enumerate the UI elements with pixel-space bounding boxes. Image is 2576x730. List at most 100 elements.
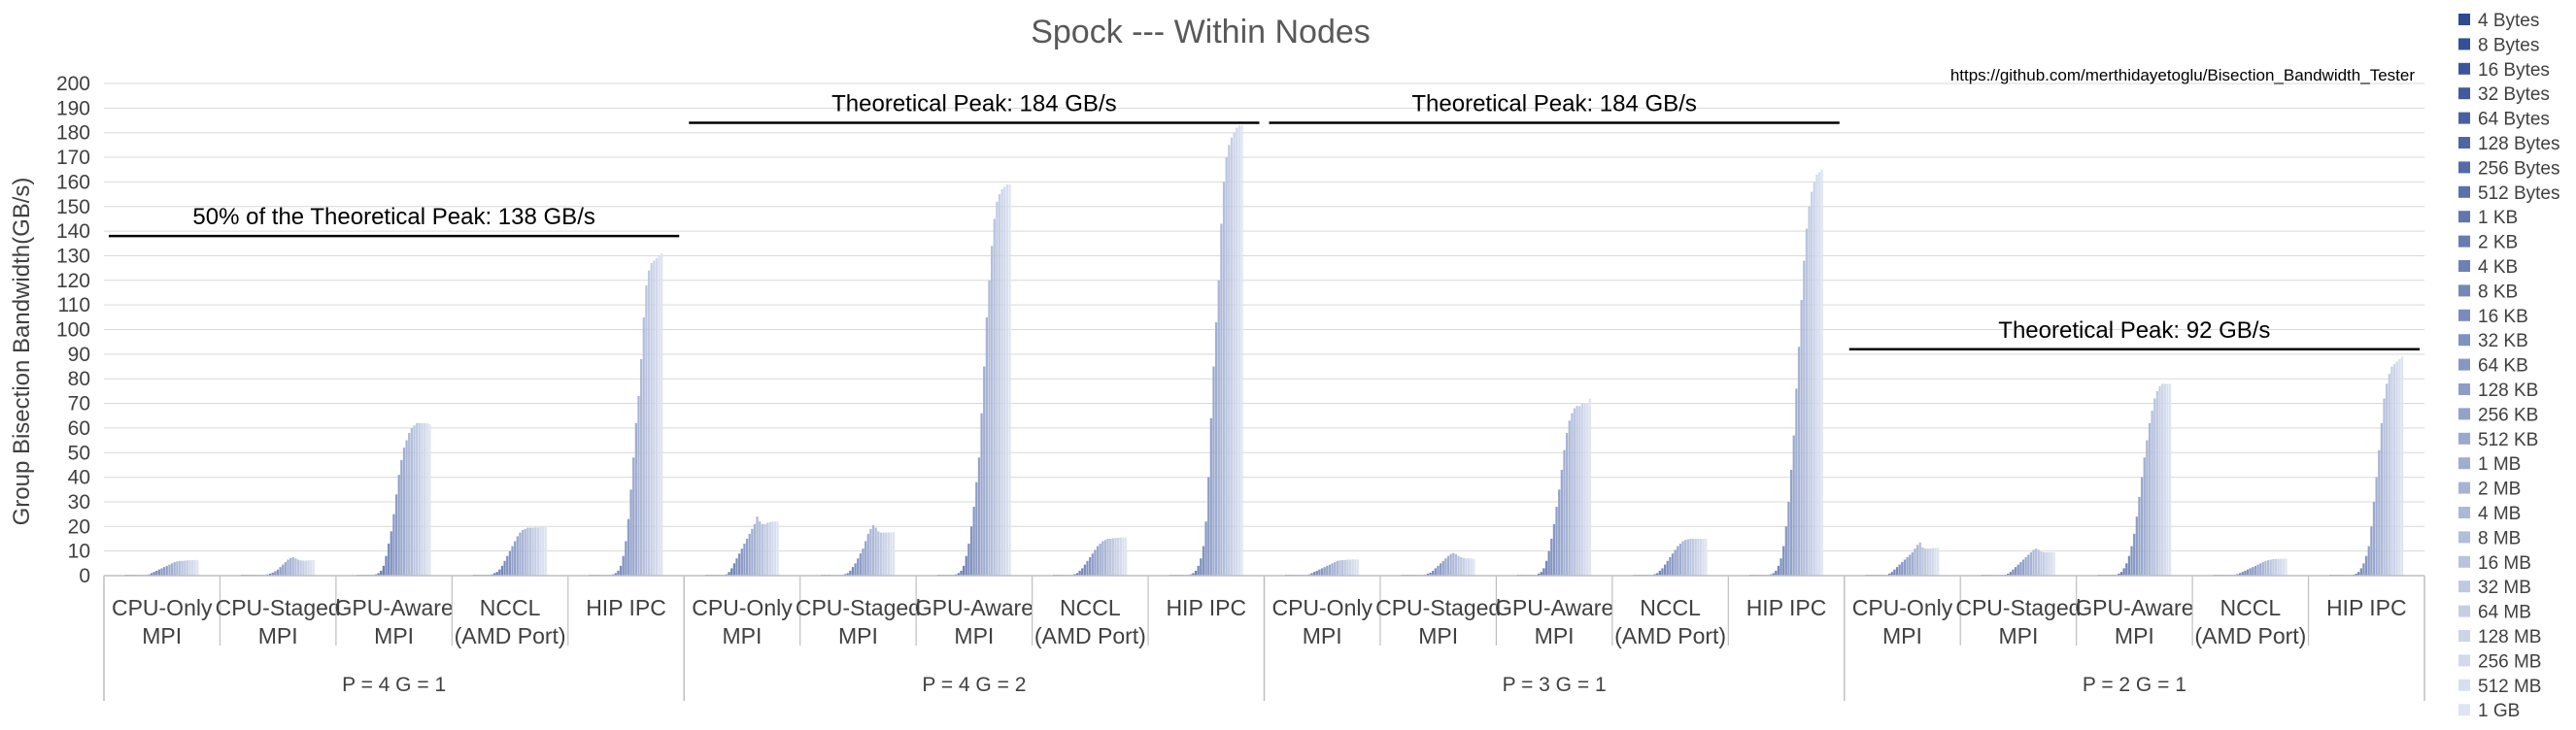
bar <box>2014 567 2017 576</box>
bar <box>1217 280 1220 576</box>
bar <box>1923 548 1927 576</box>
bar <box>2375 477 2378 576</box>
bar <box>1429 572 1432 576</box>
legend-label: 128 Bytes <box>2478 134 2560 154</box>
bar <box>728 572 730 576</box>
bar <box>150 573 153 576</box>
bar <box>1089 556 1092 576</box>
bar <box>291 556 294 576</box>
bar <box>1795 388 1798 576</box>
bar <box>2125 563 2128 576</box>
bar <box>1426 573 1430 576</box>
bar <box>413 425 416 576</box>
bar <box>1348 559 1352 576</box>
category-label: GPU-Aware <box>2075 595 2193 620</box>
bar <box>380 570 383 576</box>
theoretical-peak-label: Theoretical Peak: 92 GB/s <box>1998 317 2270 344</box>
bar <box>2040 551 2043 576</box>
bar <box>382 565 385 576</box>
bar <box>1452 552 1455 576</box>
legend-swatch <box>2458 481 2470 494</box>
bar <box>1820 169 1823 576</box>
legend-swatch <box>2458 531 2470 544</box>
category-label: CPU-Only <box>692 595 793 620</box>
legend-swatch <box>2458 630 2470 642</box>
bar <box>531 527 534 576</box>
bar <box>756 516 759 576</box>
bar <box>2024 556 2027 576</box>
bar <box>1542 568 1545 576</box>
bar <box>168 564 171 576</box>
bar <box>1663 564 1667 576</box>
bar <box>524 528 526 576</box>
bar <box>405 440 408 576</box>
legend-swatch <box>2458 679 2470 691</box>
bar <box>2130 546 2133 576</box>
legend-swatch <box>2458 260 2470 272</box>
bar <box>1008 183 1011 576</box>
bar <box>312 560 315 576</box>
bar <box>1931 548 1935 576</box>
group-label: P = 4 G = 2 <box>922 674 1026 696</box>
bar <box>186 560 189 576</box>
category-label: (AMD Port) <box>1614 623 1726 648</box>
bar <box>1898 564 1901 576</box>
bar <box>2359 568 2362 576</box>
bar <box>1354 559 1357 576</box>
bar <box>1697 538 1700 576</box>
bar <box>1432 570 1435 576</box>
legend-swatch <box>2458 309 2470 321</box>
bar <box>730 568 733 576</box>
bar <box>2029 551 2033 576</box>
bar <box>1439 563 1442 576</box>
bar <box>2398 358 2401 576</box>
legend-swatch <box>2458 457 2470 470</box>
bar <box>2236 574 2239 576</box>
bar <box>882 532 885 576</box>
bar <box>1094 549 1097 576</box>
category-label: NCCL <box>1060 595 1121 620</box>
legend-swatch <box>2458 432 2470 445</box>
bar <box>2166 383 2169 576</box>
bar <box>1901 562 1904 576</box>
bar <box>506 555 509 576</box>
bar <box>1462 557 1465 576</box>
legend-swatch <box>2458 704 2470 716</box>
bar <box>977 457 981 576</box>
bar <box>960 570 963 576</box>
bar <box>627 518 630 576</box>
bar <box>2280 558 2283 576</box>
bar <box>302 560 305 576</box>
bar <box>1328 564 1332 576</box>
bar <box>542 527 545 576</box>
y-tick-label: 90 <box>68 344 90 366</box>
bar <box>967 544 970 576</box>
bar <box>1117 537 1120 576</box>
y-tick-label: 120 <box>56 270 90 292</box>
bar <box>1797 347 1801 576</box>
bar <box>1926 548 1929 576</box>
bar <box>890 532 893 576</box>
bar <box>1699 538 1703 576</box>
bar <box>1124 537 1128 576</box>
y-tick-label: 60 <box>68 417 90 440</box>
bar <box>2153 398 2156 576</box>
category-label: MPI <box>374 623 414 648</box>
bar <box>632 457 635 576</box>
bar <box>1233 132 1236 576</box>
bar <box>2400 356 2404 576</box>
bar <box>745 538 749 576</box>
bar <box>1194 570 1198 576</box>
bar <box>1800 300 1803 576</box>
bar <box>661 252 663 576</box>
category-label: NCCL <box>1640 595 1701 620</box>
legend-label: 256 KB <box>2478 405 2538 425</box>
bar <box>2119 572 2123 576</box>
legend-label: 1 KB <box>2478 208 2518 228</box>
bar <box>1318 569 1321 576</box>
category-label: GPU-Aware <box>915 595 1034 620</box>
category-label: HIP IPC <box>1746 595 1827 620</box>
bar <box>402 448 406 576</box>
bar <box>428 424 431 576</box>
theoretical-peak-label: Theoretical Peak: 184 GB/s <box>1411 91 1696 117</box>
